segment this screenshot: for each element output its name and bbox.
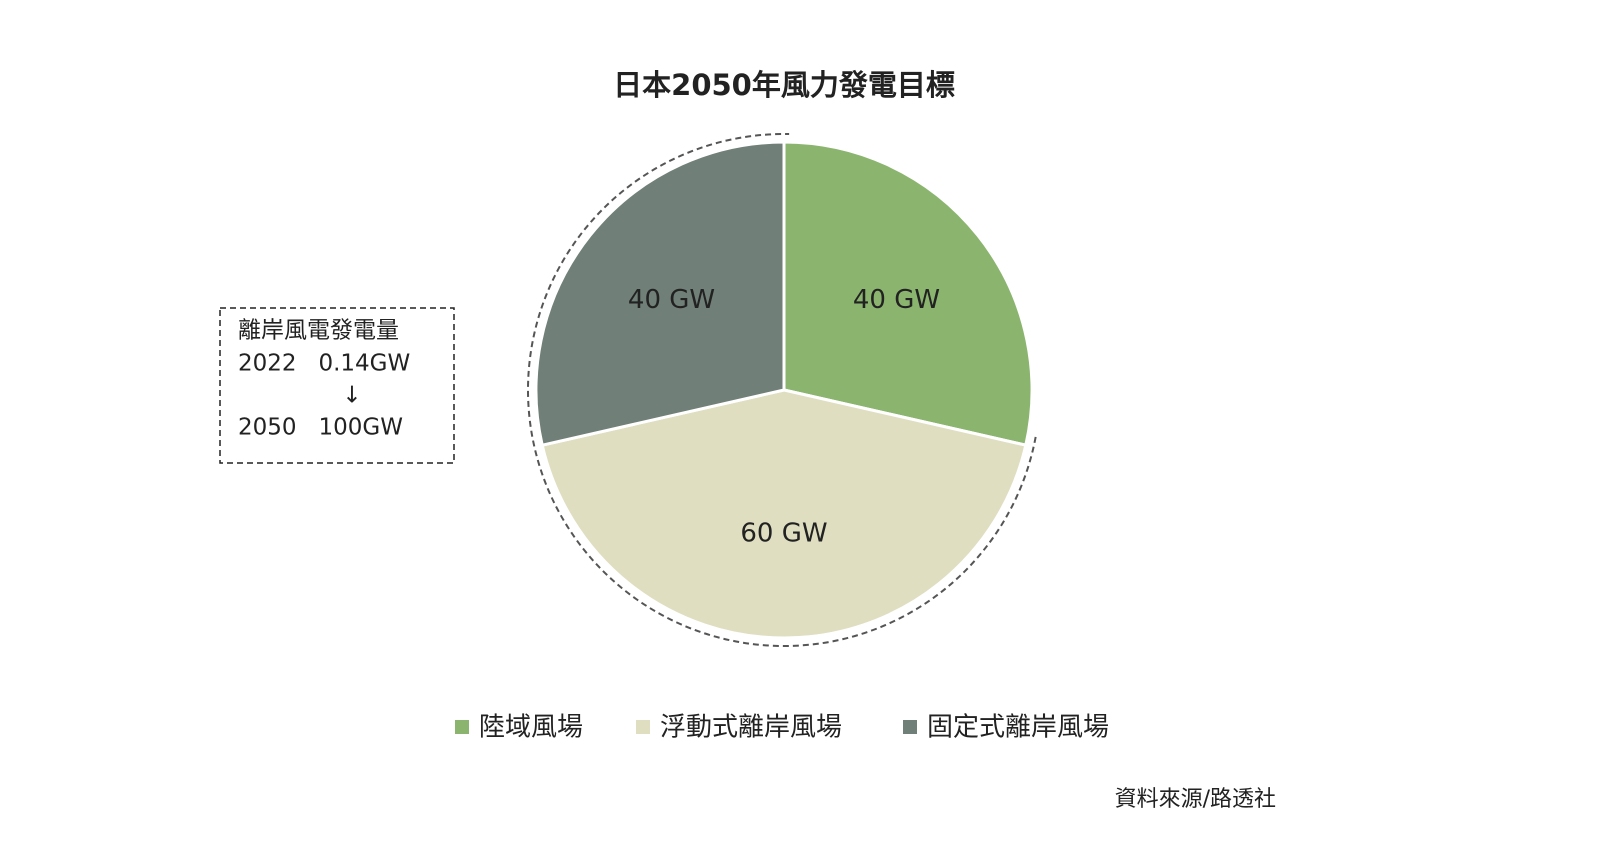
chart-title: 日本2050年風力發電目標 (613, 68, 955, 102)
annotation-line: ↓ (342, 383, 361, 409)
pie-slice (540, 388, 1028, 640)
offshore-outline (527, 133, 1037, 647)
data-label: 60 GW (740, 518, 827, 548)
legend-swatch (636, 720, 650, 734)
data-label: 40 GW (628, 285, 715, 315)
legend-swatch (455, 720, 469, 734)
source: 資料來源/路透社 (1115, 787, 1276, 812)
annotation-box (219, 307, 455, 464)
pie-slice (782, 140, 1034, 447)
legend-label: 浮動式離岸風場 (660, 713, 842, 743)
annotation-line: 2050 100GW (238, 415, 403, 441)
pie-slice (534, 140, 786, 447)
data-label: 40 GW (853, 285, 940, 315)
annotation-line: 離岸風電發電量 (238, 318, 399, 344)
legend-swatch (903, 720, 917, 734)
legend-label: 固定式離岸風場 (927, 713, 1109, 743)
annotation-line: 2022 0.14GW (238, 351, 410, 377)
legend-label: 陸域風場 (479, 713, 583, 743)
